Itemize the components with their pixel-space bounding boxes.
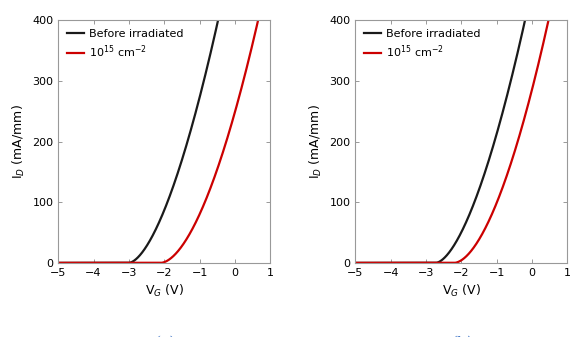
X-axis label: V$_G$ (V): V$_G$ (V) bbox=[442, 283, 481, 299]
Text: (b): (b) bbox=[450, 336, 472, 337]
Legend: Before irradiated, $10^{15}$ cm$^{-2}$: Before irradiated, $10^{15}$ cm$^{-2}$ bbox=[361, 26, 484, 63]
Legend: Before irradiated, $10^{15}$ cm$^{-2}$: Before irradiated, $10^{15}$ cm$^{-2}$ bbox=[64, 26, 187, 63]
X-axis label: V$_G$ (V): V$_G$ (V) bbox=[145, 283, 184, 299]
Y-axis label: I$_D$ (mA/mm): I$_D$ (mA/mm) bbox=[308, 104, 324, 179]
Y-axis label: I$_D$ (mA/mm): I$_D$ (mA/mm) bbox=[10, 104, 27, 179]
Text: (a): (a) bbox=[154, 336, 175, 337]
